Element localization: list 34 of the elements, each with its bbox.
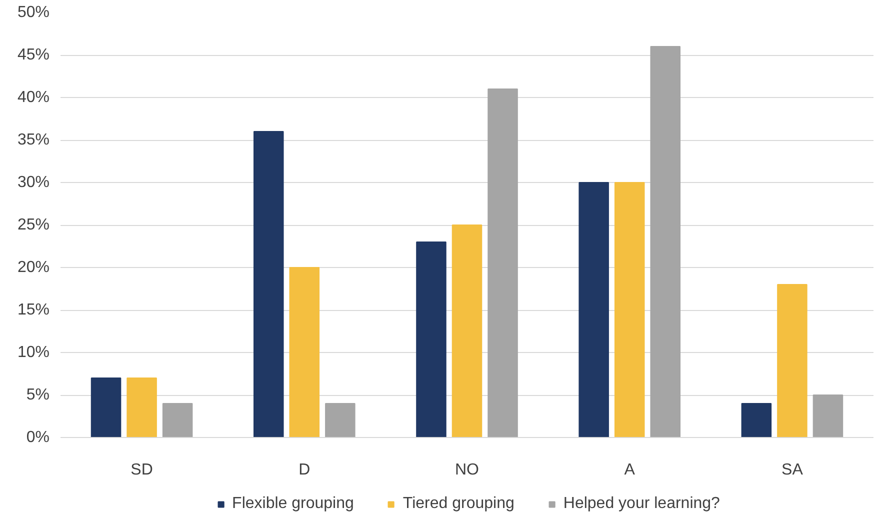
bar (578, 182, 609, 438)
y-tick-label: 25% (17, 216, 50, 234)
x-tick-label: A (624, 462, 636, 478)
bar (650, 46, 681, 438)
bar (777, 284, 808, 438)
y-tick-label: 15% (17, 302, 50, 318)
x-tick-label: D (298, 462, 310, 478)
bar (253, 131, 284, 438)
bar (416, 242, 446, 438)
bar (126, 378, 157, 438)
x-tick-label: NO (455, 462, 479, 478)
y-tick-label: 5% (26, 386, 50, 404)
bar (741, 403, 772, 438)
bar (325, 403, 356, 438)
bar (90, 378, 122, 438)
y-tick-label: 20% (17, 259, 50, 276)
legend-label: Flexible grouping (232, 495, 354, 513)
y-tick-label: 45% (17, 46, 50, 64)
y-tick-label: 40% (17, 89, 50, 106)
x-tick-label: SA (782, 462, 804, 478)
legend-label: Helped your learning? (563, 495, 720, 513)
bar (812, 394, 844, 438)
bar (452, 224, 482, 438)
x-tick-label: SD (130, 462, 153, 478)
y-tick-label: 30% (17, 174, 50, 191)
bar (488, 88, 518, 438)
bar (162, 403, 193, 438)
bar (289, 267, 320, 438)
y-tick-label: 0% (26, 429, 50, 446)
y-tick-label: 35% (17, 132, 50, 148)
bar (614, 182, 645, 438)
y-tick-label: 10% (17, 344, 50, 361)
legend-label: Tiered grouping (402, 495, 514, 513)
y-tick-label: 50% (17, 4, 50, 21)
